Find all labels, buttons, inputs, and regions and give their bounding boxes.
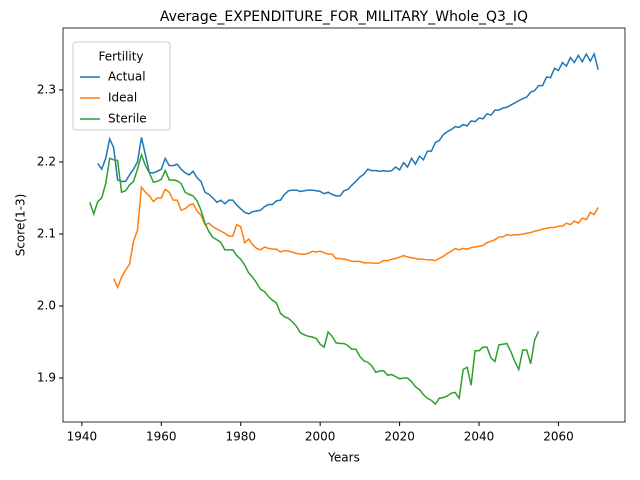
x-tick-label: 1960 [146, 430, 177, 444]
x-tick-label: 1980 [225, 430, 256, 444]
legend: Fertility Actual Ideal Sterile [72, 41, 171, 131]
x-tick-label: 2020 [384, 430, 415, 444]
y-tick-label: 2.2 [37, 154, 56, 168]
x-axis-label: Years [327, 451, 360, 465]
x-tick-label: 2060 [543, 430, 574, 444]
y-tick-label: 2.1 [37, 227, 56, 241]
legend-title: Fertility [98, 50, 143, 64]
y-tick-label: 2.0 [37, 299, 56, 313]
legend-label: Ideal [108, 91, 137, 105]
line [112, 185, 599, 290]
plot-frame [62, 27, 626, 423]
legend-label: Sterile [108, 112, 147, 126]
line [89, 152, 540, 406]
y-axis-label: Score(1-3) [14, 194, 28, 257]
x-tick-label: 2000 [305, 430, 336, 444]
chart-title: Average_EXPENDITURE_FOR_MILITARY_Whole_Q… [160, 9, 528, 25]
x-tick-label: 1940 [67, 430, 98, 444]
legend-label: Actual [108, 70, 146, 84]
y-tick-label: 1.9 [37, 371, 56, 385]
x-tick-label: 2040 [464, 430, 495, 444]
y-tick-label: 2.3 [37, 82, 56, 96]
line [97, 51, 599, 215]
legend-box [72, 41, 171, 131]
